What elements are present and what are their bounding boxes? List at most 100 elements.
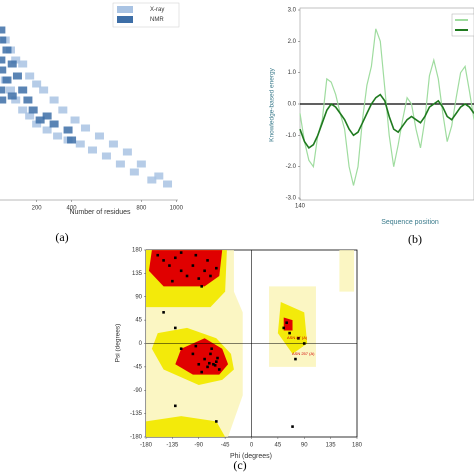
x-tick-label: 800 xyxy=(136,206,147,212)
y-tick-label: -1.0 xyxy=(286,133,297,139)
x-tick-label: 90 xyxy=(301,443,308,449)
series-line xyxy=(299,28,474,186)
y-tick-label: 3.0 xyxy=(288,8,297,14)
point xyxy=(215,266,218,270)
point xyxy=(35,116,45,124)
point xyxy=(174,404,177,408)
point xyxy=(81,124,91,132)
point xyxy=(285,321,288,325)
point xyxy=(25,72,35,80)
panel-label: (a) xyxy=(55,230,68,244)
point xyxy=(291,425,294,428)
point xyxy=(200,370,203,374)
x-tick-label: -90 xyxy=(194,443,203,449)
point xyxy=(12,72,22,80)
point xyxy=(209,274,212,278)
point xyxy=(11,56,21,64)
point xyxy=(194,344,198,348)
point xyxy=(87,146,97,154)
x-tick-label: -135 xyxy=(166,443,179,449)
y-axis-label: Knowledge-based energy xyxy=(269,67,276,141)
point xyxy=(0,66,7,74)
point xyxy=(171,279,174,283)
point xyxy=(122,148,132,156)
point xyxy=(23,96,33,104)
x-axis-label: Sequence position xyxy=(381,219,439,226)
point xyxy=(18,106,28,114)
regions xyxy=(146,250,357,437)
point xyxy=(115,160,125,168)
point xyxy=(206,365,209,369)
point xyxy=(39,86,49,94)
series-line xyxy=(299,93,474,150)
point xyxy=(2,76,12,84)
panel-label: (c) xyxy=(233,458,246,472)
point xyxy=(210,347,213,350)
x-tick-label: 200 xyxy=(32,206,43,212)
point xyxy=(63,126,73,134)
x-tick-label: 45 xyxy=(275,443,282,449)
annotation: ASN 87 (A) xyxy=(287,335,308,340)
legend-box xyxy=(451,13,474,37)
point xyxy=(174,256,177,260)
point xyxy=(67,136,77,144)
x-tick-label: 140 xyxy=(295,204,306,210)
legend-swatch xyxy=(117,16,133,23)
point xyxy=(58,106,68,114)
point xyxy=(297,337,300,340)
point xyxy=(18,60,28,68)
legend-swatch xyxy=(117,6,133,13)
point xyxy=(7,92,17,100)
point xyxy=(0,36,7,44)
x-tick-label: 1000 xyxy=(170,206,184,212)
point xyxy=(208,361,211,365)
point xyxy=(18,86,28,94)
point xyxy=(53,132,63,140)
point xyxy=(162,259,165,262)
point xyxy=(25,112,35,120)
point xyxy=(203,357,206,361)
point xyxy=(206,259,209,262)
legend-label: NMR xyxy=(150,17,164,23)
y-tick-label: -180 xyxy=(130,435,143,441)
point xyxy=(70,116,80,124)
panel-label: (b) xyxy=(408,232,422,246)
point xyxy=(216,356,219,360)
point xyxy=(0,96,7,104)
x-tick-label: -180 xyxy=(140,443,153,449)
point xyxy=(191,264,195,267)
y-tick-label: -45 xyxy=(133,364,142,370)
allowed-region xyxy=(146,416,226,437)
point xyxy=(2,46,12,54)
point xyxy=(32,80,42,88)
point xyxy=(213,364,217,367)
point xyxy=(174,326,177,330)
y-tick-label: -135 xyxy=(130,411,143,417)
point xyxy=(212,362,215,366)
point xyxy=(203,269,206,273)
point xyxy=(168,264,171,267)
point xyxy=(179,347,183,350)
y-tick-label: 0.0 xyxy=(288,102,297,108)
x-axis-label: Phi (degrees) xyxy=(230,453,272,460)
point xyxy=(200,285,203,288)
point xyxy=(42,126,52,134)
point xyxy=(294,357,297,361)
y-axis-label: Psi (degrees) xyxy=(115,324,122,363)
point xyxy=(129,168,139,176)
core-region xyxy=(283,317,293,331)
point xyxy=(75,140,85,148)
point xyxy=(5,86,15,94)
point xyxy=(282,326,286,330)
point xyxy=(0,26,6,34)
point xyxy=(215,420,218,423)
point xyxy=(0,86,6,94)
point xyxy=(0,56,6,64)
point xyxy=(49,120,59,128)
point xyxy=(108,140,118,148)
x-tick-label: 400 xyxy=(67,206,78,212)
y-tick-label: 135 xyxy=(132,271,143,277)
point xyxy=(101,152,111,160)
core-region xyxy=(148,250,223,287)
